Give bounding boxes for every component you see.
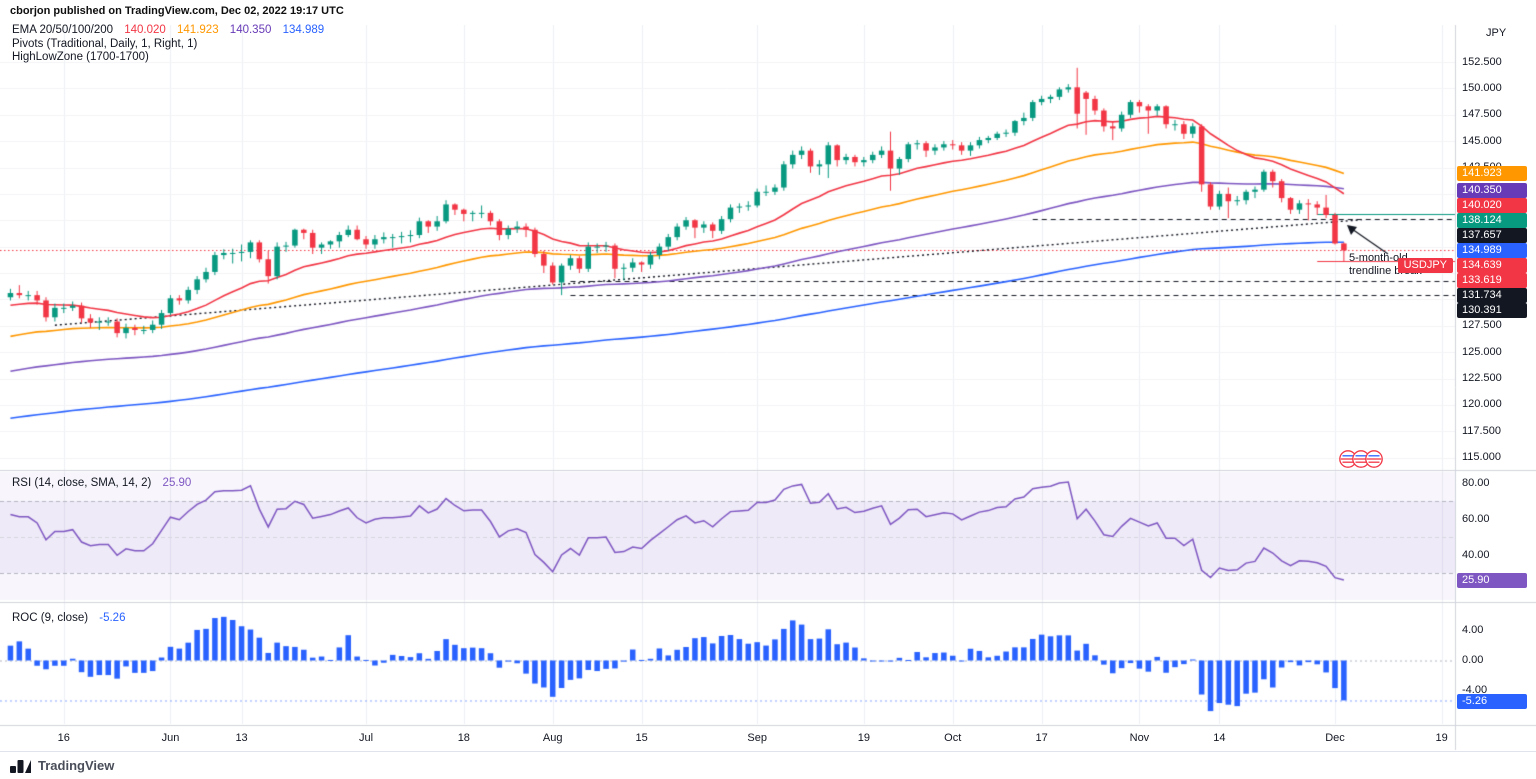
price-tick: 127.500	[1462, 319, 1502, 332]
ema100-legend-value: 140.350	[229, 24, 272, 36]
price-badge-last: 134.639	[1457, 257, 1527, 273]
ema20-legend-value: 140.020	[124, 24, 166, 36]
price-tick: 145.000	[1462, 134, 1502, 147]
price-tick: 152.500	[1462, 55, 1502, 68]
roc-legend-title: ROC (9, close)	[12, 612, 89, 624]
time-axis-label: 16	[57, 732, 70, 744]
time-axis-label: Oct	[944, 732, 962, 744]
rsi-legend-title: RSI (14, close, SMA, 14, 2)	[12, 477, 152, 489]
price-badge-ema50: 141.923	[1457, 166, 1527, 182]
time-axis-label: Jun	[161, 732, 180, 744]
time-axis-label: Nov	[1129, 732, 1150, 744]
price-tick: 115.000	[1462, 451, 1501, 464]
price-badge-pivot-p: 138.124	[1457, 212, 1527, 228]
time-axis-label: 17	[1035, 732, 1048, 744]
price-tick: 117.500	[1462, 424, 1501, 437]
price-tick: 122.500	[1462, 372, 1502, 384]
time-axis-label: Jul	[358, 732, 374, 744]
price-badge-ema20: 140.020	[1457, 197, 1527, 213]
price-tick: 120.000	[1462, 398, 1502, 411]
rsi-tick: 40.00	[1462, 548, 1490, 561]
rsi-value-badge: 25.90	[1457, 572, 1527, 588]
roc-legend[interactable]: ROC (9, close) -5.26	[12, 612, 125, 624]
rsi-tick: 80.00	[1462, 476, 1490, 489]
rsi-legend-value: 25.90	[162, 477, 192, 489]
price-badge-hlz-lower: 130.391	[1457, 302, 1527, 318]
price-tick: 147.500	[1462, 108, 1502, 121]
time-axis-label: 19	[1435, 732, 1448, 744]
price-badge-ema100: 140.350	[1457, 182, 1527, 198]
roc-tick: 0.00	[1462, 654, 1484, 666]
time-axis-label: 14	[1213, 732, 1226, 744]
highlowzone-logo	[1339, 450, 1383, 468]
roc-tick: -4.00	[1462, 684, 1488, 697]
roc-tick: 4.00	[1462, 623, 1484, 636]
time-axis-label: Aug	[542, 732, 563, 744]
time-axis-label: Dec	[1325, 732, 1345, 744]
price-badge-ema200: 134.989	[1457, 242, 1527, 258]
tradingview-watermark[interactable]: TradingView	[38, 758, 115, 773]
highlowzone-legend[interactable]: HighLowZone (1700-1700)	[12, 51, 149, 63]
tradingview-logo-icon[interactable]	[10, 758, 31, 773]
time-axis-label: 13	[235, 732, 248, 744]
price-tick: 150.000	[1462, 81, 1502, 94]
main-legend[interactable]: EMA 20/50/100/200 140.020 141.923 140.35…	[12, 24, 324, 36]
price-badge-hlz-upper: 137.657	[1457, 227, 1527, 243]
roc-value-badge: -5.26	[1457, 694, 1527, 710]
main-legend-title: EMA 20/50/100/200	[12, 24, 114, 36]
price-tick: 125.000	[1462, 345, 1502, 358]
bottom-bar: TradingView	[0, 751, 1536, 779]
time-axis-label: 15	[635, 732, 648, 744]
annotation-line1: 5-month-old	[1349, 252, 1408, 264]
time-axis-label: Sep	[747, 732, 767, 744]
time-axis-label: 19	[857, 732, 870, 744]
ema50-legend-value: 141.923	[177, 24, 219, 36]
publish-line: cborjon published on TradingView.com, De…	[10, 5, 344, 17]
ema200-legend-value: 134.989	[282, 24, 325, 36]
time-axis-label: 18	[457, 732, 470, 744]
price-badge-pivot-s1: 133.619	[1457, 272, 1527, 288]
symbol-badge: USDJPY	[1397, 257, 1453, 273]
roc-legend-value: -5.26	[99, 612, 126, 624]
rsi-tick: 60.00	[1462, 512, 1490, 525]
pivots-legend[interactable]: Pivots (Traditional, Daily, 1, Right, 1)	[12, 38, 198, 50]
price-axis-currency: JPY	[1486, 27, 1507, 39]
rsi-legend[interactable]: RSI (14, close, SMA, 14, 2) 25.90	[12, 477, 191, 489]
price-badge-hlz-mid: 131.734	[1457, 287, 1527, 303]
